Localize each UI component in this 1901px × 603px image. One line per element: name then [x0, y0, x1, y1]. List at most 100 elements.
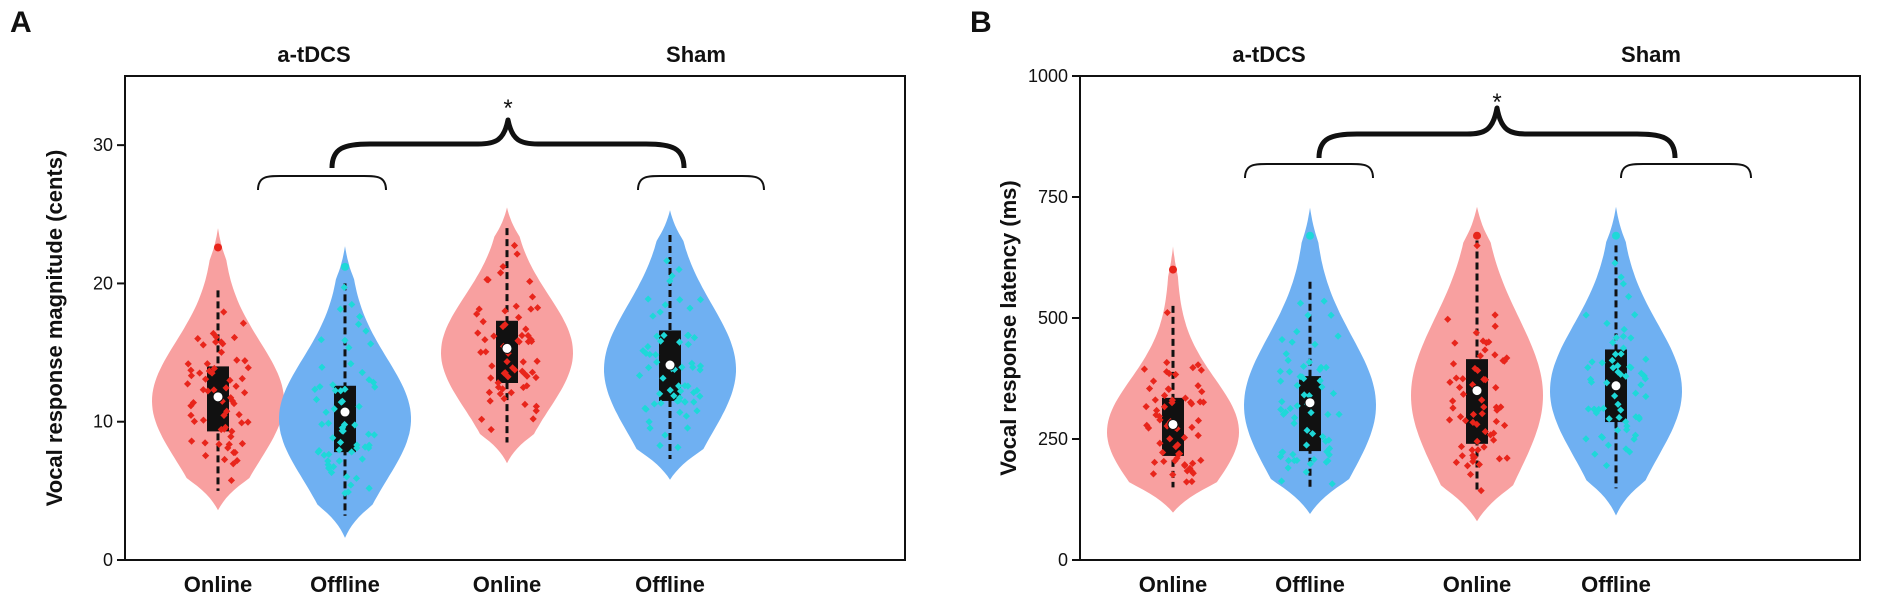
- x-label-b-2: Online: [1443, 572, 1511, 597]
- point-a-3-29: [693, 386, 701, 395]
- point-a-3-52: [645, 418, 653, 426]
- point-a-1-28: [365, 430, 373, 438]
- point-b-1-28: [1326, 444, 1334, 453]
- bracket-atdcs-a: [257, 175, 387, 191]
- point-b-1-15: [1284, 356, 1292, 364]
- point-a-1-31: [335, 446, 343, 454]
- point-b-2-37: [1473, 437, 1481, 445]
- point-b-2-32: [1449, 397, 1457, 405]
- point-b-3-48: [1641, 375, 1649, 383]
- point-a-0-41: [239, 319, 248, 327]
- point-b-2-13: [1492, 403, 1500, 411]
- point-a-0-7: [228, 397, 237, 405]
- point-a-3-8: [645, 364, 653, 372]
- point-b-2-0: [1480, 403, 1488, 411]
- point-b-2-53: [1489, 436, 1498, 444]
- point-a-0-40: [199, 341, 207, 349]
- point-a-2-34: [507, 389, 515, 397]
- point-b-2-57: [1472, 329, 1480, 337]
- point-a-1-56: [365, 444, 373, 452]
- point-a-1-19: [325, 450, 333, 459]
- point-a-0-49: [199, 386, 207, 394]
- point-b-2-1: [1452, 458, 1460, 466]
- point-b-3-50: [1602, 461, 1611, 470]
- point-a-3-35: [690, 398, 698, 406]
- point-b-3-20: [1611, 392, 1619, 400]
- y-tick-label-b-4: 1000: [1028, 66, 1068, 86]
- point-b-0-47: [1158, 448, 1167, 457]
- point-a-3-39: [635, 371, 644, 380]
- point-a-3-55: [684, 340, 692, 349]
- point-a-3-30: [676, 296, 684, 304]
- point-a-0-45: [228, 427, 236, 436]
- point-b-1-35: [1290, 419, 1298, 427]
- point-a-3-15: [656, 308, 664, 316]
- point-a-3-27: [693, 407, 701, 415]
- point-b-1-13: [1311, 340, 1319, 348]
- point-a-0-15: [244, 364, 252, 372]
- x-label-b-1: Offline: [1275, 572, 1345, 597]
- point-b-2-25: [1497, 403, 1505, 411]
- point-a-2-5: [486, 397, 494, 405]
- point-b-1-9: [1284, 457, 1293, 465]
- point-a-3-62: [656, 390, 664, 398]
- point-a-1-51: [353, 444, 361, 452]
- significance-star-b: *: [1492, 89, 1501, 116]
- point-a-1-54: [337, 398, 345, 406]
- point-b-1-38: [1317, 363, 1325, 371]
- point-b-1-48: [1293, 328, 1301, 336]
- point-a-1-43: [335, 457, 343, 465]
- point-b-1-14: [1322, 363, 1330, 372]
- point-a-2-0: [485, 388, 493, 396]
- point-b-0-18: [1142, 403, 1150, 411]
- point-a-2-17: [500, 395, 508, 403]
- point-b-0-29: [1155, 412, 1163, 420]
- point-a-0-63: [227, 394, 235, 402]
- point-b-3-19: [1611, 259, 1619, 267]
- point-a-0-54: [238, 440, 246, 448]
- point-b-3-51: [1614, 426, 1622, 434]
- point-b-3-34: [1582, 435, 1590, 443]
- x-label-b-3: Offline: [1581, 572, 1651, 597]
- group-label-atdcs-a: a-tDCS: [277, 42, 350, 67]
- bracket-sham-b: [1620, 163, 1752, 179]
- point-b-2-63: [1481, 376, 1490, 384]
- point-b-1-41: [1286, 404, 1294, 413]
- point-b-2-58: [1469, 418, 1477, 426]
- point-b-1-55: [1298, 373, 1306, 381]
- points-a-1: [311, 262, 379, 497]
- point-b-0-16: [1145, 384, 1154, 393]
- point-a-1-62: [341, 336, 349, 345]
- point-b-1-53: [1277, 405, 1285, 414]
- point-b-2-30: [1463, 462, 1472, 470]
- point-b-3-7: [1599, 404, 1608, 412]
- point-b-0-42: [1199, 398, 1208, 406]
- group-label-sham-a: Sham: [666, 42, 726, 67]
- point-b-3-13: [1588, 358, 1596, 366]
- point-b-0-56: [1169, 471, 1177, 479]
- point-b-3-21: [1619, 280, 1627, 288]
- point-b-1-49: [1328, 480, 1336, 488]
- point-b-0-62: [1171, 457, 1179, 465]
- outlier-a-1-0: [341, 262, 349, 271]
- point-a-2-18: [474, 329, 482, 337]
- significance-star-a: *: [503, 95, 512, 122]
- point-b-1-20: [1305, 358, 1314, 366]
- point-a-1-61: [369, 378, 378, 386]
- points-b-2: [1444, 231, 1511, 495]
- x-label-a-2: Online: [473, 572, 541, 597]
- y-axis-title-a: Vocal response magnitude (cents): [42, 150, 67, 507]
- point-b-2-29: [1492, 417, 1500, 426]
- point-a-3-10: [675, 338, 684, 346]
- point-b-0-8: [1180, 433, 1189, 442]
- point-b-0-14: [1194, 416, 1203, 425]
- panel-b: B a-tDCS Sham Vocal response latency (ms…: [970, 6, 1861, 597]
- point-b-0-40: [1140, 365, 1149, 373]
- point-a-2-6: [522, 325, 530, 333]
- point-b-3-59: [1631, 431, 1640, 439]
- point-b-0-28: [1163, 358, 1171, 367]
- point-a-3-2: [657, 399, 665, 407]
- point-b-1-36: [1289, 450, 1297, 459]
- point-b-2-28: [1469, 457, 1477, 466]
- point-b-1-8: [1293, 402, 1301, 410]
